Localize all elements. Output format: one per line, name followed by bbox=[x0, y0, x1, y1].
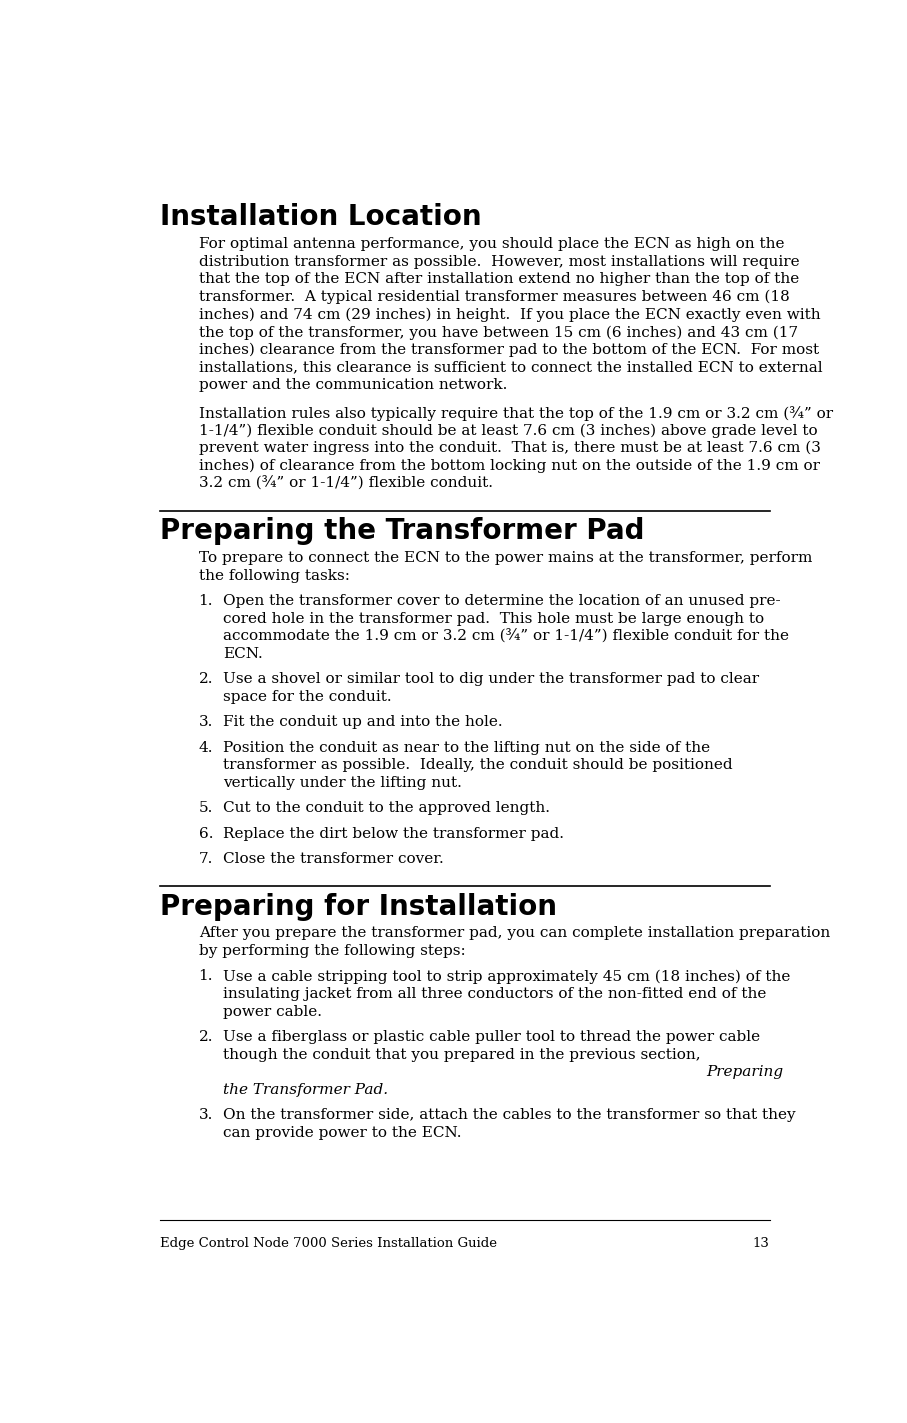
Text: accommodate the 1.9 cm or 3.2 cm (¾” or 1-1/4”) flexible conduit for the: accommodate the 1.9 cm or 3.2 cm (¾” or … bbox=[223, 629, 789, 643]
Text: Preparing for Installation: Preparing for Installation bbox=[160, 892, 557, 921]
Text: To prepare to connect the ECN to the power mains at the transformer, perform: To prepare to connect the ECN to the pow… bbox=[199, 551, 812, 565]
Text: prevent water ingress into the conduit.  That is, there must be at least 7.6 cm : prevent water ingress into the conduit. … bbox=[199, 441, 821, 455]
Text: the Transformer Pad.: the Transformer Pad. bbox=[223, 1083, 388, 1097]
Text: Edge Control Node 7000 Series Installation Guide: Edge Control Node 7000 Series Installati… bbox=[160, 1237, 497, 1251]
Text: 13: 13 bbox=[753, 1237, 770, 1251]
Text: Use a shovel or similar tool to dig under the transformer pad to clear: Use a shovel or similar tool to dig unde… bbox=[223, 672, 759, 686]
Text: 3.2 cm (¾” or 1-1/4”) flexible conduit.: 3.2 cm (¾” or 1-1/4”) flexible conduit. bbox=[199, 477, 493, 491]
Text: 5.: 5. bbox=[199, 801, 213, 815]
Text: though the conduit that you prepared in the previous section,: though the conduit that you prepared in … bbox=[223, 1047, 706, 1062]
Text: power and the communication network.: power and the communication network. bbox=[199, 379, 507, 393]
Text: space for the conduit.: space for the conduit. bbox=[223, 690, 392, 704]
Text: that the top of the ECN after installation extend no higher than the top of the: that the top of the ECN after installati… bbox=[199, 272, 799, 286]
Text: Installation rules also typically require that the top of the 1.9 cm or 3.2 cm (: Installation rules also typically requir… bbox=[199, 406, 833, 421]
Text: ECN.: ECN. bbox=[223, 647, 263, 660]
Text: Open the transformer cover to determine the location of an unused pre-: Open the transformer cover to determine … bbox=[223, 593, 781, 608]
Text: transformer.  A typical residential transformer measures between 46 cm (18: transformer. A typical residential trans… bbox=[199, 290, 789, 305]
Text: 6.: 6. bbox=[199, 827, 213, 841]
Text: Use a cable stripping tool to strip approximately 45 cm (18 inches) of the: Use a cable stripping tool to strip appr… bbox=[223, 969, 791, 983]
Text: 1.: 1. bbox=[199, 969, 213, 983]
Text: inches) clearance from the transformer pad to the bottom of the ECN.  For most: inches) clearance from the transformer p… bbox=[199, 343, 819, 357]
Text: 7.: 7. bbox=[199, 852, 213, 865]
Text: 3.: 3. bbox=[199, 1109, 213, 1123]
Text: Replace the dirt below the transformer pad.: Replace the dirt below the transformer p… bbox=[223, 827, 564, 841]
Text: Installation Location: Installation Location bbox=[160, 203, 482, 231]
Text: by performing the following steps:: by performing the following steps: bbox=[199, 943, 465, 958]
Text: distribution transformer as possible.  However, most installations will require: distribution transformer as possible. Ho… bbox=[199, 255, 799, 269]
Text: On the transformer side, attach the cables to the transformer so that they: On the transformer side, attach the cabl… bbox=[223, 1109, 796, 1123]
Text: transformer as possible.  Ideally, the conduit should be positioned: transformer as possible. Ideally, the co… bbox=[223, 758, 733, 773]
Text: the top of the transformer, you have between 15 cm (6 inches) and 43 cm (17: the top of the transformer, you have bet… bbox=[199, 326, 798, 340]
Text: the following tasks:: the following tasks: bbox=[199, 569, 349, 582]
Text: 3.: 3. bbox=[199, 716, 213, 729]
Text: 1.: 1. bbox=[199, 593, 213, 608]
Text: For optimal antenna performance, you should place the ECN as high on the: For optimal antenna performance, you sho… bbox=[199, 238, 785, 250]
Text: power cable.: power cable. bbox=[223, 1005, 322, 1019]
Text: inches) of clearance from the bottom locking nut on the outside of the 1.9 cm or: inches) of clearance from the bottom loc… bbox=[199, 458, 820, 472]
Text: Position the conduit as near to the lifting nut on the side of the: Position the conduit as near to the lift… bbox=[223, 740, 710, 754]
Text: Use a fiberglass or plastic cable puller tool to thread the power cable: Use a fiberglass or plastic cable puller… bbox=[223, 1030, 761, 1044]
Text: 2.: 2. bbox=[199, 672, 213, 686]
Text: Cut to the conduit to the approved length.: Cut to the conduit to the approved lengt… bbox=[223, 801, 551, 815]
Text: 2.: 2. bbox=[199, 1030, 213, 1044]
Text: Close the transformer cover.: Close the transformer cover. bbox=[223, 852, 444, 865]
Text: cored hole in the transformer pad.  This hole must be large enough to: cored hole in the transformer pad. This … bbox=[223, 612, 765, 626]
Text: 4.: 4. bbox=[199, 740, 213, 754]
Text: insulating jacket from all three conductors of the non-fitted end of the: insulating jacket from all three conduct… bbox=[223, 988, 766, 1002]
Text: Preparing: Preparing bbox=[706, 1066, 783, 1080]
Text: Preparing the Transformer Pad: Preparing the Transformer Pad bbox=[160, 517, 644, 545]
Text: vertically under the lifting nut.: vertically under the lifting nut. bbox=[223, 776, 463, 790]
Text: Fit the conduit up and into the hole.: Fit the conduit up and into the hole. bbox=[223, 716, 503, 729]
Text: After you prepare the transformer pad, you can complete installation preparation: After you prepare the transformer pad, y… bbox=[199, 926, 830, 941]
Text: can provide power to the ECN.: can provide power to the ECN. bbox=[223, 1126, 462, 1140]
Text: 1-1/4”) flexible conduit should be at least 7.6 cm (3 inches) above grade level : 1-1/4”) flexible conduit should be at le… bbox=[199, 424, 817, 438]
Text: inches) and 74 cm (29 inches) in height.  If you place the ECN exactly even with: inches) and 74 cm (29 inches) in height.… bbox=[199, 307, 820, 322]
Text: installations, this clearance is sufficient to connect the installed ECN to exte: installations, this clearance is suffici… bbox=[199, 360, 823, 374]
